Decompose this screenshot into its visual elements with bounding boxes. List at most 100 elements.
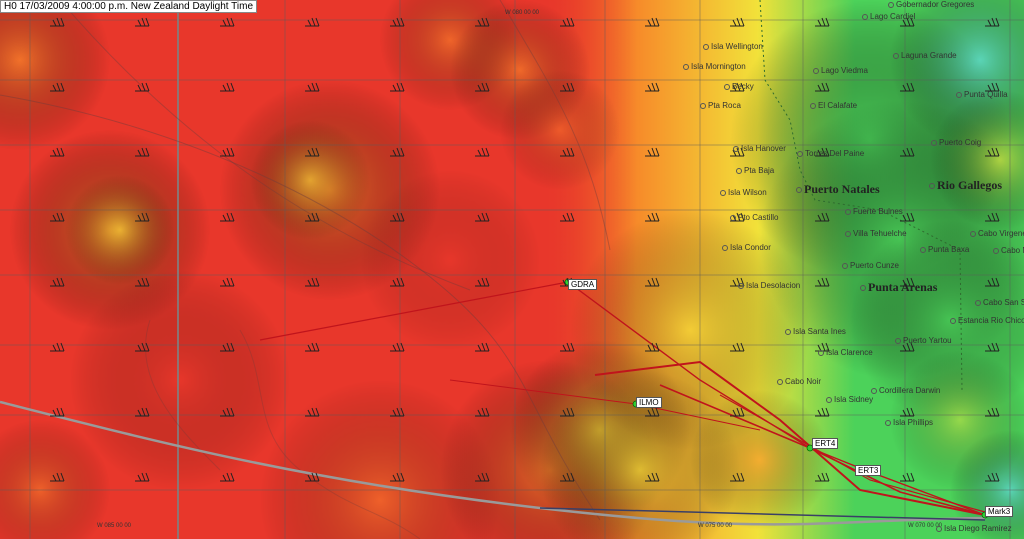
place-fuerte-bulnes: Fuerte Bulnes [845, 207, 903, 216]
wind-barb-icon [220, 82, 235, 92]
wind-barb-icon [135, 17, 150, 27]
place-isla-clarence: Isla Clarence [818, 348, 873, 357]
wind-barb-icon [220, 147, 235, 157]
wind-barb-icon [50, 472, 65, 482]
wind-barb-icon [560, 342, 575, 352]
wind-barb-icon [900, 147, 915, 157]
wind-barb-icon [390, 82, 405, 92]
wind-barb-icon [815, 472, 830, 482]
place-isla-diego-ramirez: Isla Diego Ramirez [936, 524, 1012, 533]
wind-barb-icon [305, 147, 320, 157]
place-puerto-natales: Puerto Natales [796, 183, 880, 195]
wind-barb-icon [135, 82, 150, 92]
forecast-time-label: H0 17/03/2009 4:00:00 p.m. New Zealand D… [0, 0, 258, 13]
wind-barb-icon [220, 212, 235, 222]
wind-barb-icon [50, 342, 65, 352]
waypoint-ilmo[interactable]: ILMO [636, 397, 662, 408]
place-estancia-rio-chico: Estancia Rio Chico [950, 316, 1024, 325]
wind-barb-icon [985, 17, 1000, 27]
wind-barb-icon [475, 17, 490, 27]
place-pta-roca: Pta Roca [700, 101, 741, 110]
place-pto-castillo: Pto Castillo [730, 213, 778, 222]
wind-barb-icon [50, 147, 65, 157]
place-torres-del-paine: Torres Del Paine [797, 149, 864, 158]
longitude-label-75: W 075 00 00 [698, 523, 733, 529]
wind-barb-icon [135, 147, 150, 157]
wind-barb-icon [475, 472, 490, 482]
wind-barb-icon [815, 17, 830, 27]
faint-track [0, 94, 601, 521]
wind-barb-icon [50, 82, 65, 92]
waypoint-mark3[interactable]: Mark3 [985, 506, 1014, 517]
wind-barb-icon [390, 277, 405, 287]
wind-barb-icon [815, 277, 830, 287]
wind-barb-icon [900, 82, 915, 92]
waypoint-ert4[interactable]: ERT4 [812, 438, 839, 449]
waypoint-ert3[interactable]: ERT3 [855, 465, 882, 476]
wind-barb-icon [135, 277, 150, 287]
wind-barb-icon [985, 342, 1000, 352]
place-becky: Becky [724, 82, 754, 91]
waypoint-gdra[interactable]: GDRA [568, 279, 598, 290]
wind-barb-icon [135, 342, 150, 352]
wind-barb-icon [560, 82, 575, 92]
faint-contour [144, 319, 221, 471]
place-lago-cardiel: Lago Cardiel [862, 12, 915, 21]
wind-barb-icon [475, 277, 490, 287]
wind-barb-icon [390, 212, 405, 222]
wind-barb-icon [475, 82, 490, 92]
place-cordillera-darwin: Cordillera Darwin [871, 386, 940, 395]
wind-barb-icon [730, 17, 745, 27]
wind-barb-icon [560, 17, 575, 27]
place-isla-mornington: Isla Mornington [683, 62, 746, 71]
wind-barb-icon [305, 277, 320, 287]
longitude-label-85: W 085 00 00 [97, 523, 132, 529]
wind-barb-icon [220, 342, 235, 352]
place-isla-santa-ines: Isla Santa Ines [785, 327, 846, 336]
route-line [719, 394, 986, 513]
wind-barb-icon [560, 472, 575, 482]
place-rio-gallegos: Rio Gallegos [929, 179, 1002, 191]
wind-barb-icon [50, 17, 65, 27]
place-isla-wilson: Isla Wilson [720, 188, 767, 197]
wind-barb-icon [305, 212, 320, 222]
wind-barb-icon [390, 17, 405, 27]
wind-barb-icon [305, 17, 320, 27]
place-isla-wellington: Isla Wellington [703, 42, 763, 51]
wind-barb-icon [815, 82, 830, 92]
wind-barb-icon [645, 147, 660, 157]
wind-barb-icon [730, 472, 745, 482]
wind-barb-icon [220, 277, 235, 287]
wind-barb-icon [135, 407, 150, 417]
place-villa-tehuelche: Villa Tehuelche [845, 229, 907, 238]
place-puerto-cunze: Puerto Cunze [842, 261, 899, 270]
wind-barb-icon [390, 147, 405, 157]
place-isla-hanover: Isla Hanover [733, 144, 786, 153]
wind-barb-icon [560, 407, 575, 417]
wind-barb-icon [390, 407, 405, 417]
place-cabo-virgenes: Cabo Virgenes [970, 229, 1024, 238]
place-gobernador-gregores: Gobernador Gregores [888, 0, 974, 9]
place-laguna-grande: Laguna Grande [893, 51, 957, 60]
route-line [594, 360, 986, 516]
wind-barb-icon [900, 342, 915, 352]
wind-barb-icon [305, 82, 320, 92]
faint-contour [239, 329, 421, 539]
rhumb-line [539, 507, 986, 521]
faint-track [499, 0, 611, 251]
wind-barb-icon [730, 342, 745, 352]
place-pta-baja: Pta Baja [736, 166, 774, 175]
wind-barb-icon [900, 407, 915, 417]
place-cabo-noir: Cabo Noir [777, 377, 821, 386]
place-punta-arenas: Punta Arenas [860, 281, 937, 293]
place-lago-viedma: Lago Viedma [813, 66, 868, 75]
wind-barb-icon [560, 147, 575, 157]
route-line [259, 281, 569, 341]
place-puerto-yartou: Puerto Yartou [895, 336, 952, 345]
wind-barb-icon [50, 277, 65, 287]
place-cabo-nombre: Cabo Nombre [993, 246, 1024, 255]
wind-barb-icon [900, 212, 915, 222]
wind-barb-icon [985, 472, 1000, 482]
longitude-label-70: W 070 00 00 [908, 523, 943, 529]
